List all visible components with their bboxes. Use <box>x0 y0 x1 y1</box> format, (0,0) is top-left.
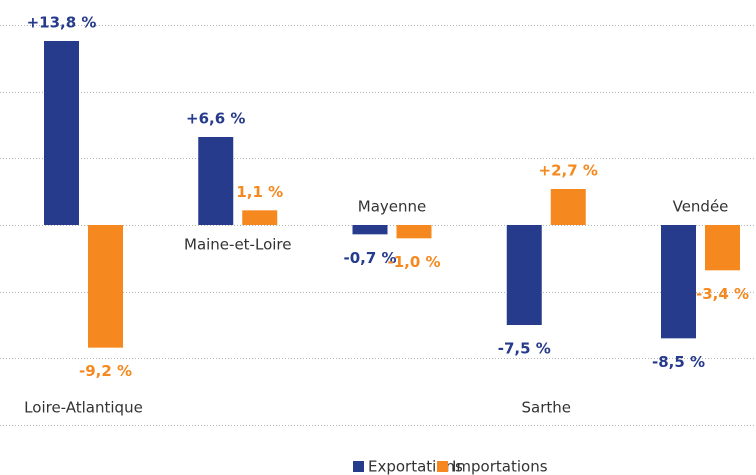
value-label: 1,1 % <box>236 183 283 201</box>
value-label: +13,8 % <box>27 14 97 32</box>
category-label: Vendée <box>673 198 729 216</box>
category-label: Maine-et-Loire <box>184 236 291 254</box>
bar <box>705 225 740 271</box>
bar <box>198 137 234 225</box>
value-label: -9,2 % <box>79 362 132 380</box>
bar <box>506 225 542 325</box>
value-label: -7,5 % <box>498 340 551 358</box>
bar <box>550 189 586 225</box>
legend-label: Importations <box>452 458 548 475</box>
value-label: +6,6 % <box>186 110 245 128</box>
bar <box>88 225 123 348</box>
category-label: Loire-Atlantique <box>24 399 143 417</box>
bar <box>396 225 432 239</box>
value-label: -8,5 % <box>652 353 705 371</box>
bar <box>352 225 388 235</box>
value-label: -3,4 % <box>696 285 749 303</box>
value-label: -1,0 % <box>387 253 440 271</box>
bar <box>661 225 696 339</box>
legend-label: Exportations <box>368 458 463 475</box>
category-label: Mayenne <box>358 198 426 216</box>
legend-swatch <box>353 461 364 472</box>
bar <box>44 41 79 225</box>
bar <box>242 210 278 225</box>
category-label: Sarthe <box>522 399 572 417</box>
value-label: +2,7 % <box>539 162 598 180</box>
value-label: -0,7 % <box>343 249 396 267</box>
legend-swatch <box>437 461 448 472</box>
